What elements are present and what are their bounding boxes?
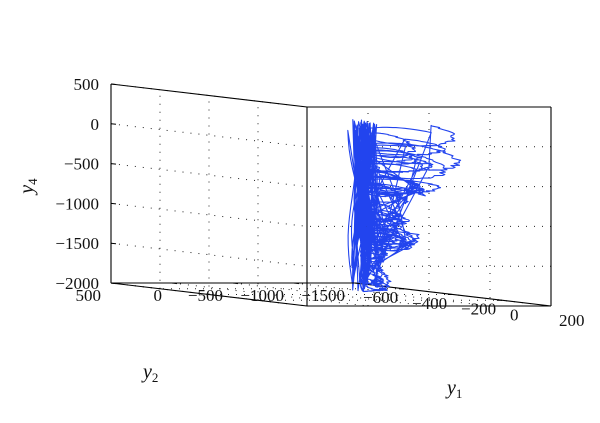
z-tick-mark [110,242,117,245]
grid-line-back-y4 [110,163,308,188]
grid-lines [110,83,552,307]
y-tick-label: −1000 [240,286,284,305]
axes-box-edge [110,282,308,307]
series-trajectory-line [347,119,462,293]
z-tick-label: −1500 [55,234,99,253]
axes-box [110,83,552,307]
x-tick-label: 200 [559,311,585,330]
y-axis-label: y2 [141,361,158,385]
z-tick-mark [110,83,117,85]
z-tick-mark [110,163,117,165]
y-tick-label: −500 [188,286,223,305]
y-tick-label: 500 [76,286,102,305]
z-tick-label: −1000 [55,194,99,213]
y-tick-label: −1500 [301,286,345,305]
x-tick-label: −600 [363,288,398,307]
grid-line-floor-y2 [293,282,491,307]
y-tick-mark [354,282,361,285]
tick-labels: −2000−1500−1000−5000500−1500−1000−500050… [55,75,584,330]
axis-labels: y4 y2 y1 [16,178,462,401]
x-tick-label: −200 [461,300,496,319]
z-tick-mark [110,202,117,205]
x-axis-label: y1 [445,377,462,401]
z-tick-label: 500 [74,75,100,94]
x-tick-label: 0 [510,305,519,324]
grid-line-back-y4 [110,123,308,148]
y-tick-mark [171,282,178,285]
z-tick-label: 0 [91,115,100,134]
y-tick-mark [232,282,239,285]
grid-line-back-y4 [110,202,308,227]
grid-line-back-y4 [110,242,308,267]
axes-box-edge [110,83,308,108]
z-axis-label: y4 [16,178,40,196]
grid-line-floor-y2 [232,282,430,307]
z-tick-label: −500 [64,155,99,174]
y-tick-label: 0 [154,286,163,305]
z-tick-label: −2000 [55,274,99,293]
y-tick-mark [110,282,117,285]
z-tick-mark [110,123,117,125]
x-tick-label: −400 [412,294,447,313]
y-tick-mark [293,282,300,285]
grid-line-floor-y2 [171,282,369,307]
